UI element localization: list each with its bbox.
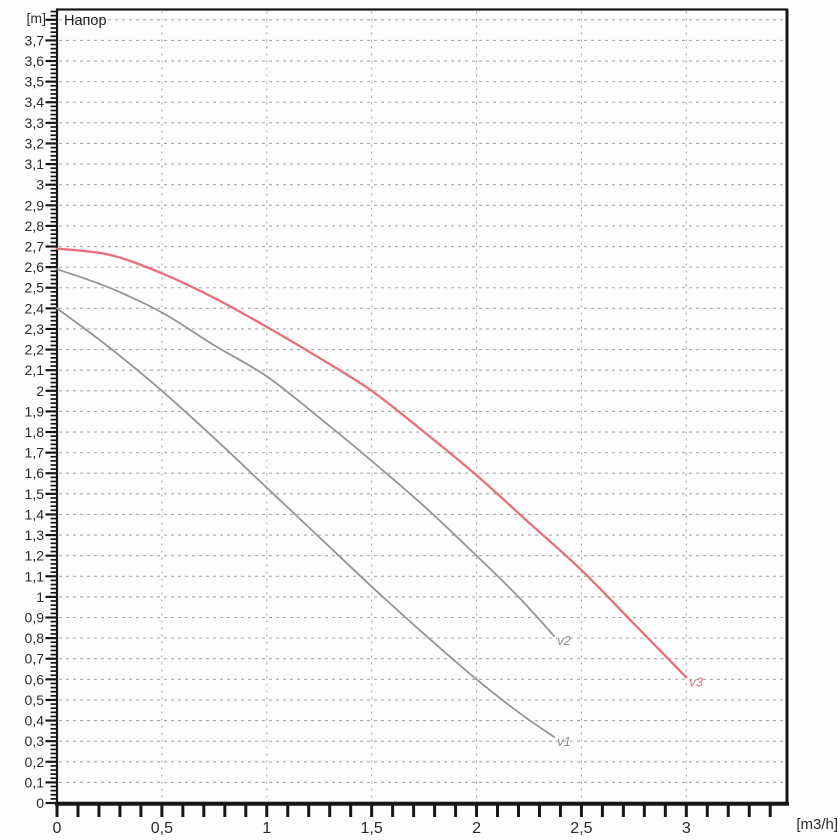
svg-text:2: 2 [36,383,44,399]
svg-text:2,3: 2,3 [25,321,45,337]
svg-text:1,5: 1,5 [361,820,383,837]
svg-text:2,7: 2,7 [25,239,45,255]
svg-text:1,7: 1,7 [25,445,45,461]
svg-text:0: 0 [36,795,44,811]
svg-text:3,4: 3,4 [25,94,45,110]
curve-v3 [55,247,688,679]
curve-v1 [56,307,556,738]
y-axis-ticks [45,10,57,805]
svg-text:2,9: 2,9 [25,197,45,213]
svg-text:1,6: 1,6 [25,465,45,481]
curve-v2 [56,268,556,637]
svg-text:0: 0 [53,820,62,837]
svg-text:0,4: 0,4 [25,713,45,729]
svg-text:1,2: 1,2 [25,548,45,564]
svg-text:0,2: 0,2 [25,754,45,770]
svg-text:3,5: 3,5 [25,74,45,90]
svg-text:2,4: 2,4 [25,300,45,316]
curve-label-v3: v3 [689,674,704,689]
svg-text:2,8: 2,8 [25,218,45,234]
x-axis-unit-label: [m3/h] [796,816,838,833]
svg-text:0,1: 0,1 [25,774,45,790]
svg-text:3,6: 3,6 [25,53,45,69]
svg-text:1,1: 1,1 [25,568,45,584]
svg-text:3,7: 3,7 [25,32,45,48]
svg-text:0,6: 0,6 [25,671,45,687]
pump-curves: v1 v2 v3 [55,247,704,749]
svg-text:1,3: 1,3 [25,527,45,543]
x-axis-ticks [55,805,772,817]
svg-text:3,2: 3,2 [25,135,45,151]
svg-text:2: 2 [472,820,481,837]
y-axis-unit-label: [m] [26,10,46,26]
svg-text:1: 1 [262,820,271,837]
svg-text:0,5: 0,5 [151,820,173,837]
svg-text:1,5: 1,5 [25,486,45,502]
svg-text:0,7: 0,7 [25,651,45,667]
curve-label-v2: v2 [557,633,572,648]
svg-text:0,3: 0,3 [25,733,45,749]
svg-text:0,5: 0,5 [25,692,45,708]
svg-text:3,3: 3,3 [25,115,45,131]
curve-label-v1: v1 [557,734,571,749]
svg-text:2,2: 2,2 [25,342,45,358]
gridlines [59,11,785,801]
svg-text:2,5: 2,5 [570,820,592,837]
svg-text:1: 1 [36,589,44,605]
axes [55,8,789,806]
svg-text:0,8: 0,8 [25,630,45,646]
svg-text:3,1: 3,1 [25,156,45,172]
svg-text:3: 3 [682,820,691,837]
y-axis-tick-labels: 0 0,1 0,2 0,3 0,4 0,5 0,6 0,7 0,8 0,9 1 1,1 1,2 1,3 1,… [25,32,45,811]
svg-text:2,1: 2,1 [25,362,45,378]
svg-text:3: 3 [36,177,44,193]
x-axis-tick-labels: 0 0,5 1 1,5 2 2,5 3 [53,820,691,837]
chart-title: Напор [64,13,107,29]
svg-text:2,5: 2,5 [25,280,45,296]
svg-text:2,6: 2,6 [25,259,45,275]
svg-text:1,9: 1,9 [25,403,45,419]
svg-text:1,4: 1,4 [25,506,45,522]
svg-text:1,8: 1,8 [25,424,45,440]
svg-text:0,9: 0,9 [25,610,45,626]
